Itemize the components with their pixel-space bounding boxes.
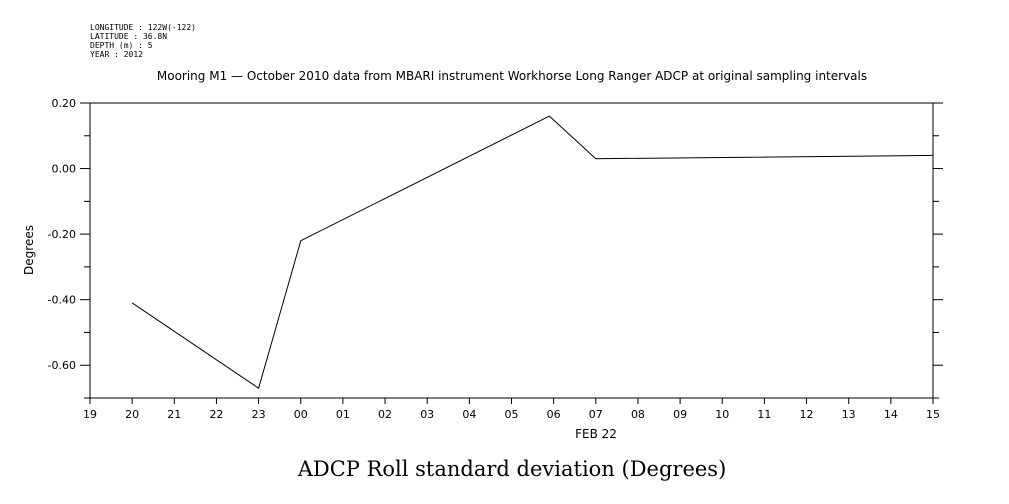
plot-frame [89,102,934,399]
x-tick-label: 23 [252,408,266,421]
x-tick-label: 07 [589,408,603,421]
x-tick-label: 15 [926,408,940,421]
x-tick-label: 21 [167,408,181,421]
x-tick-label: 03 [420,408,434,421]
x-tick-label: 05 [505,408,519,421]
y-tick-label: 0.00 [52,163,77,176]
x-tick-label: 14 [884,408,898,421]
series-group [131,115,934,389]
metadata-block: LONGITUDE : 122W(-122) LATITUDE : 36.8N … [90,23,196,59]
metadata-depth: DEPTH (m) : 5 [90,41,153,50]
x-axis: 19 20 21 22 23 00 01 02 03 04 05 06 07 08 09 10 11 12 13 14… [83,398,940,421]
x-tick-label: 09 [673,408,687,421]
x-tick-label: 12 [800,408,814,421]
chart-caption: ADCP Roll standard deviation (Degrees) [297,457,727,481]
x-tick-label: 13 [842,408,856,421]
y-tick-label: -0.40 [48,294,76,307]
y-axis: 0.20 0.00 -0.20 -0.40 -0.60 [48,97,943,399]
x-tick-label: 04 [462,408,476,421]
x-tick-label: 11 [757,408,771,421]
y-axis-label: Degrees [22,225,36,275]
x-tick-label: 00 [294,408,308,421]
x-tick-label: 22 [209,408,223,421]
x-tick-label: 06 [547,408,561,421]
chart-title: Mooring M1 — October 2010 data from MBAR… [157,69,867,83]
y-tick-label: -0.20 [48,228,76,241]
x-tick-label: 20 [125,408,139,421]
x-tick-label: 02 [378,408,392,421]
metadata-year: YEAR : 2012 [90,50,143,59]
x-tick-label: 10 [715,408,729,421]
metadata-latitude: LATITUDE : 36.8N [90,32,167,41]
metadata-longitude: LONGITUDE : 122W(-122) [90,23,196,32]
x-tick-label: 19 [83,408,97,421]
x-tick-label: 08 [631,408,645,421]
y-tick-label: 0.20 [52,97,77,110]
x-axis-label: FEB 22 [575,427,617,441]
x-tick-label: 01 [336,408,350,421]
y-tick-label: -0.60 [48,359,76,372]
series-line [131,115,934,389]
